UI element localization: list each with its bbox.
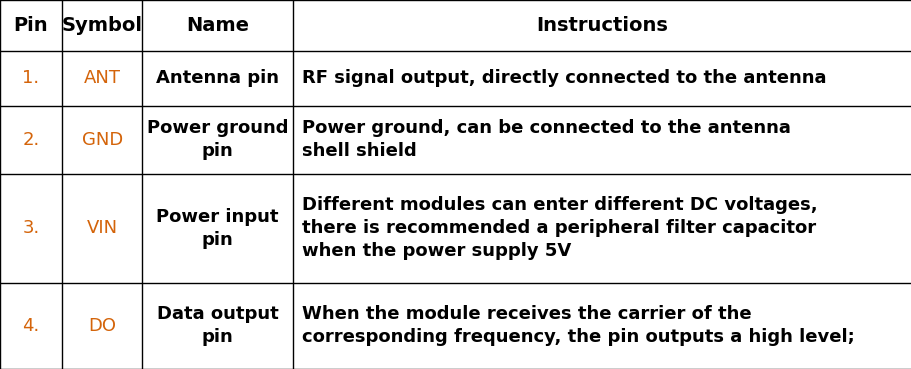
- Text: 2.: 2.: [23, 131, 39, 149]
- Text: DO: DO: [88, 317, 116, 335]
- Text: 3.: 3.: [23, 219, 39, 237]
- Text: When the module receives the carrier of the
corresponding frequency, the pin out: When the module receives the carrier of …: [302, 306, 854, 346]
- Text: Power ground, can be connected to the antenna
shell shield: Power ground, can be connected to the an…: [302, 119, 790, 160]
- Text: Different modules can enter different DC voltages,
there is recommended a periph: Different modules can enter different DC…: [302, 196, 816, 260]
- Text: Antenna pin: Antenna pin: [156, 69, 279, 87]
- Text: Power ground
pin: Power ground pin: [147, 119, 288, 160]
- Text: VIN: VIN: [87, 219, 118, 237]
- Text: ANT: ANT: [84, 69, 120, 87]
- Text: Power input
pin: Power input pin: [156, 208, 279, 249]
- Text: Symbol: Symbol: [62, 16, 142, 35]
- Text: 1.: 1.: [23, 69, 39, 87]
- Text: Pin: Pin: [14, 16, 48, 35]
- Text: Instructions: Instructions: [536, 16, 668, 35]
- Text: Name: Name: [186, 16, 249, 35]
- Text: Data output
pin: Data output pin: [157, 306, 278, 346]
- Text: RF signal output, directly connected to the antenna: RF signal output, directly connected to …: [302, 69, 825, 87]
- Text: GND: GND: [81, 131, 123, 149]
- Text: 4.: 4.: [23, 317, 39, 335]
